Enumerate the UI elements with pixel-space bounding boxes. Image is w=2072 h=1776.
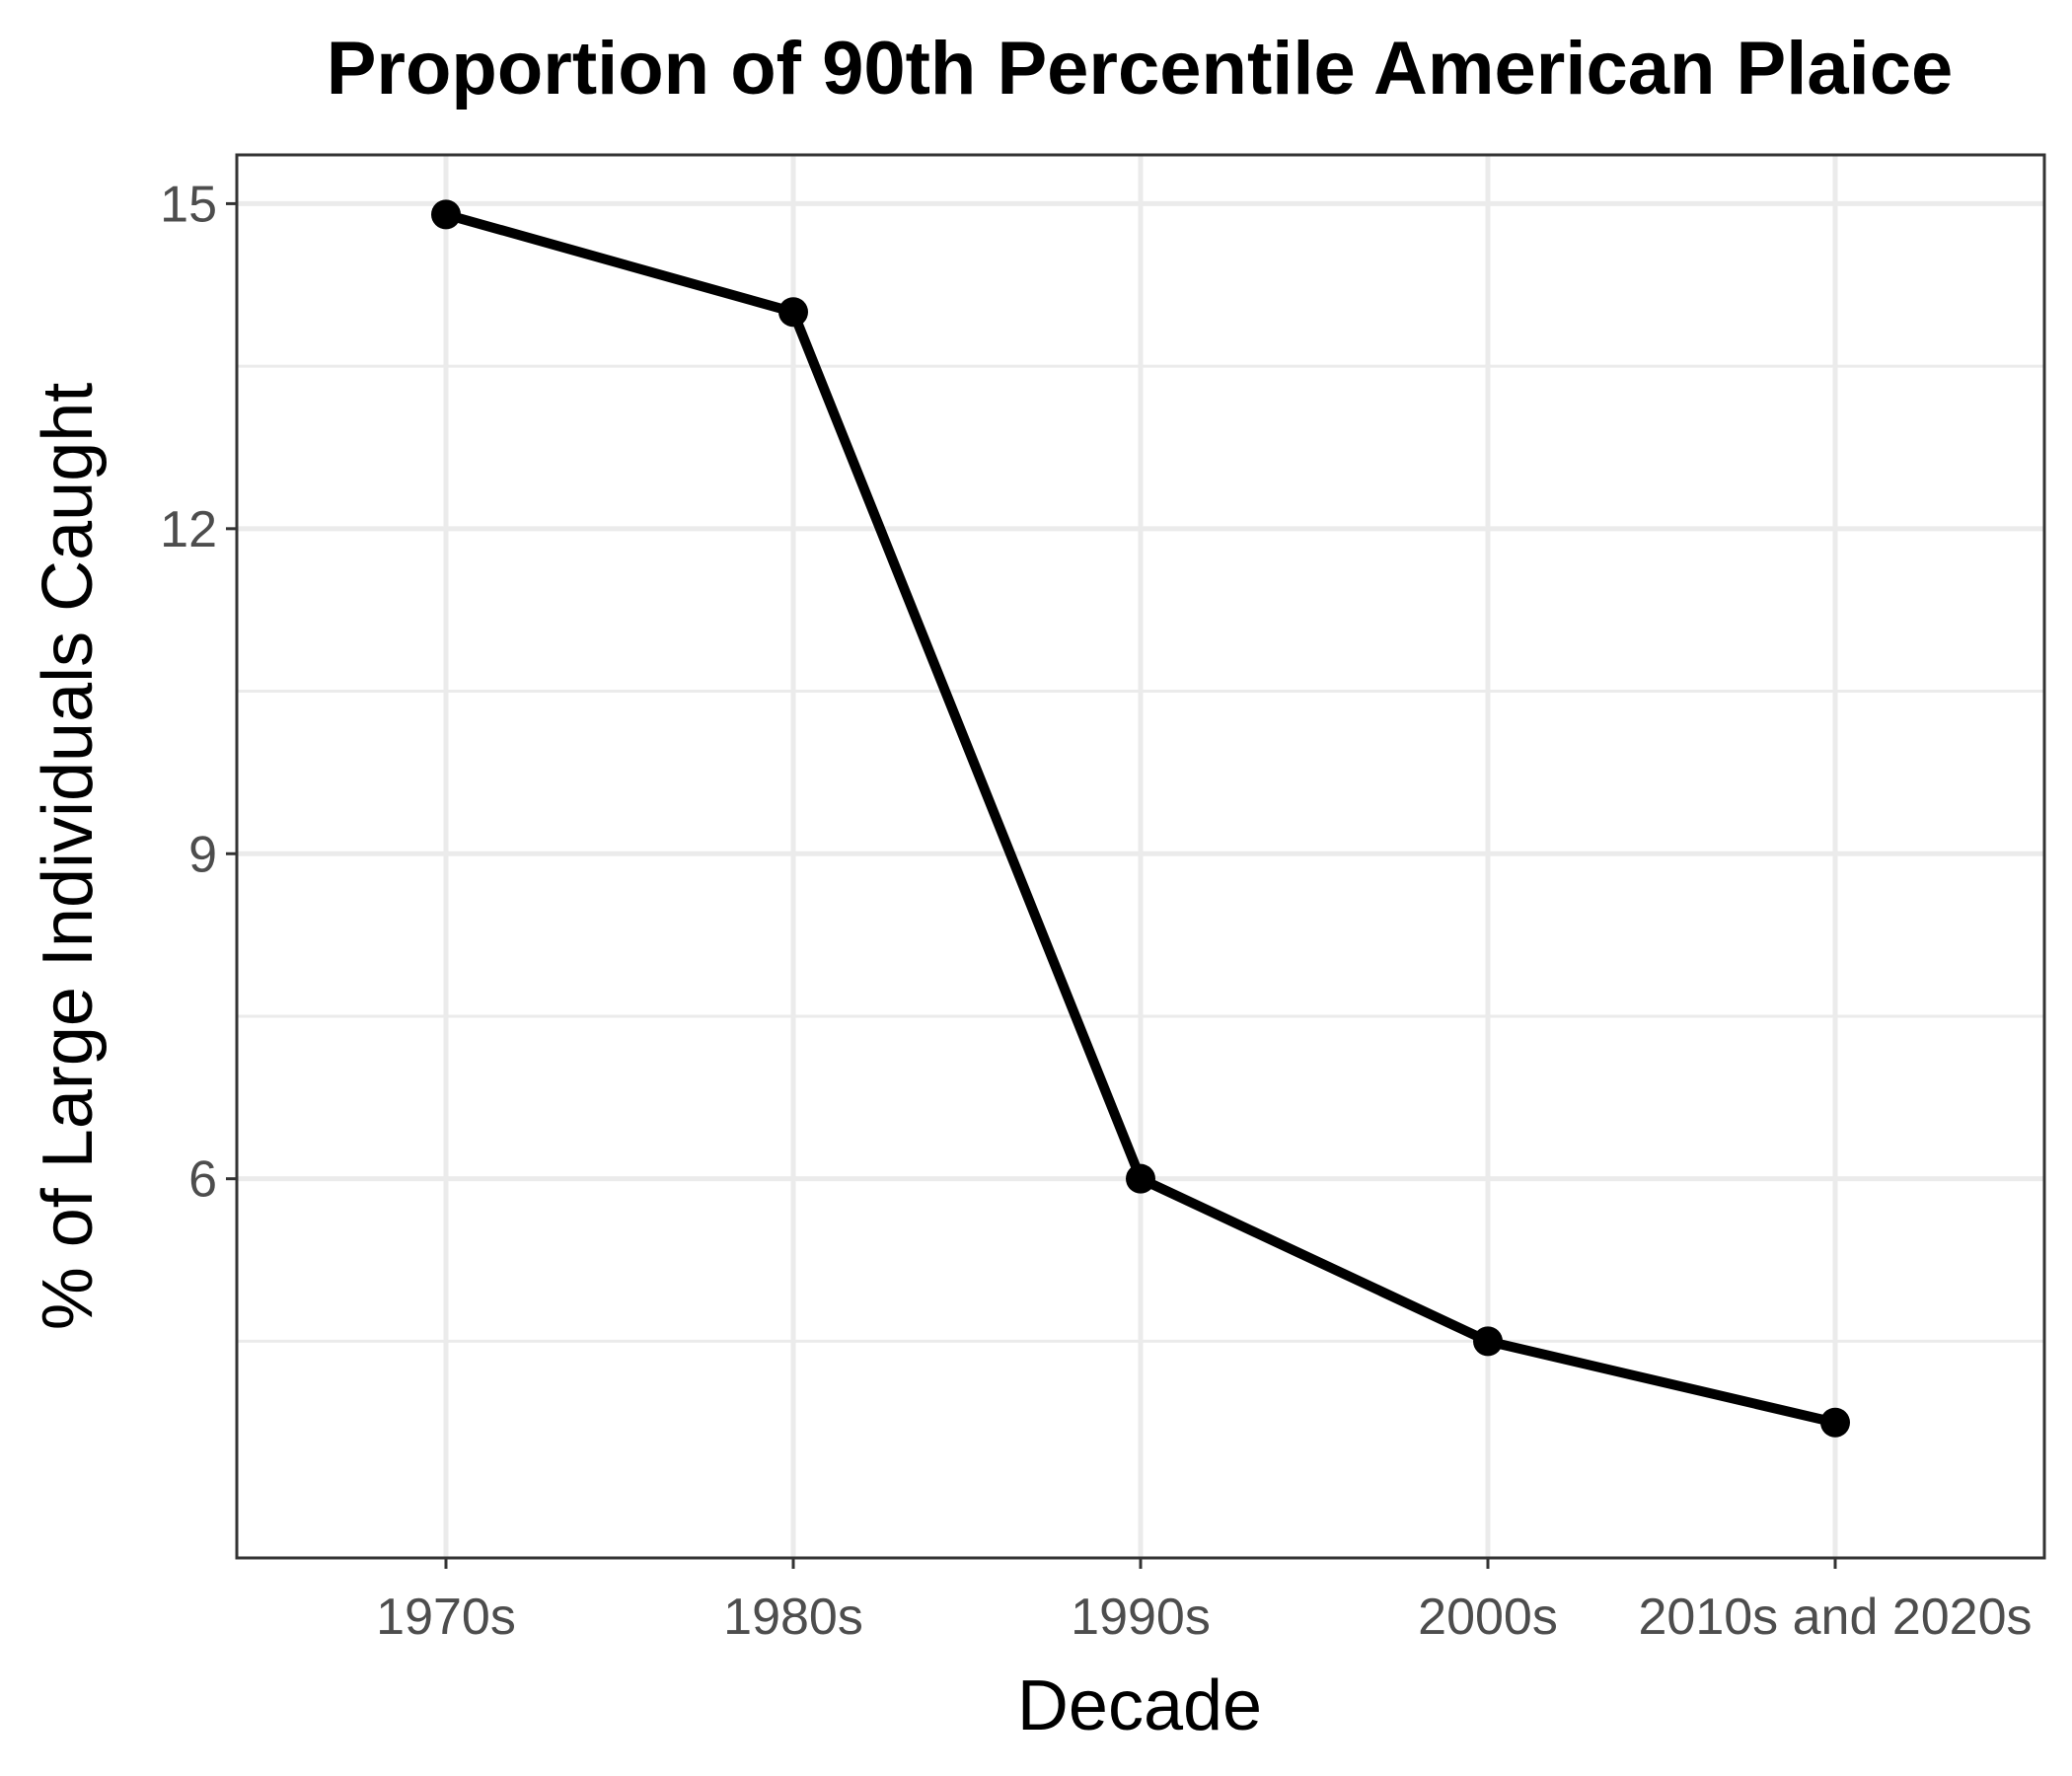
data-point <box>778 297 808 328</box>
data-point <box>1126 1163 1155 1194</box>
y-tick-label: 9 <box>188 826 217 883</box>
data-point <box>1820 1407 1850 1438</box>
x-tick-label: 1980s <box>723 1589 863 1646</box>
data-series <box>431 199 1850 1438</box>
x-axis: 1970s 1980s 1990s 2000s 2010s and 2020s <box>376 1558 2033 1646</box>
x-tick-label: 2000s <box>1418 1589 1558 1646</box>
x-tick-label: 2010s and 2020s <box>1638 1589 2032 1646</box>
data-point <box>1473 1326 1503 1357</box>
gridlines <box>237 155 2044 1558</box>
y-tick-label: 15 <box>160 176 217 233</box>
x-tick-label: 1970s <box>376 1589 516 1646</box>
chart-title: Proportion of 90th Percentile American P… <box>327 27 1954 111</box>
y-axis: 6 9 12 15 <box>160 176 237 1209</box>
data-point <box>431 199 461 230</box>
y-tick-label: 12 <box>160 501 217 558</box>
x-tick-label: 1990s <box>1071 1589 1211 1646</box>
y-tick-label: 6 <box>188 1151 217 1209</box>
y-axis-title: % of Large Individuals Caught <box>29 383 108 1331</box>
x-axis-title: Decade <box>1017 1666 1262 1745</box>
